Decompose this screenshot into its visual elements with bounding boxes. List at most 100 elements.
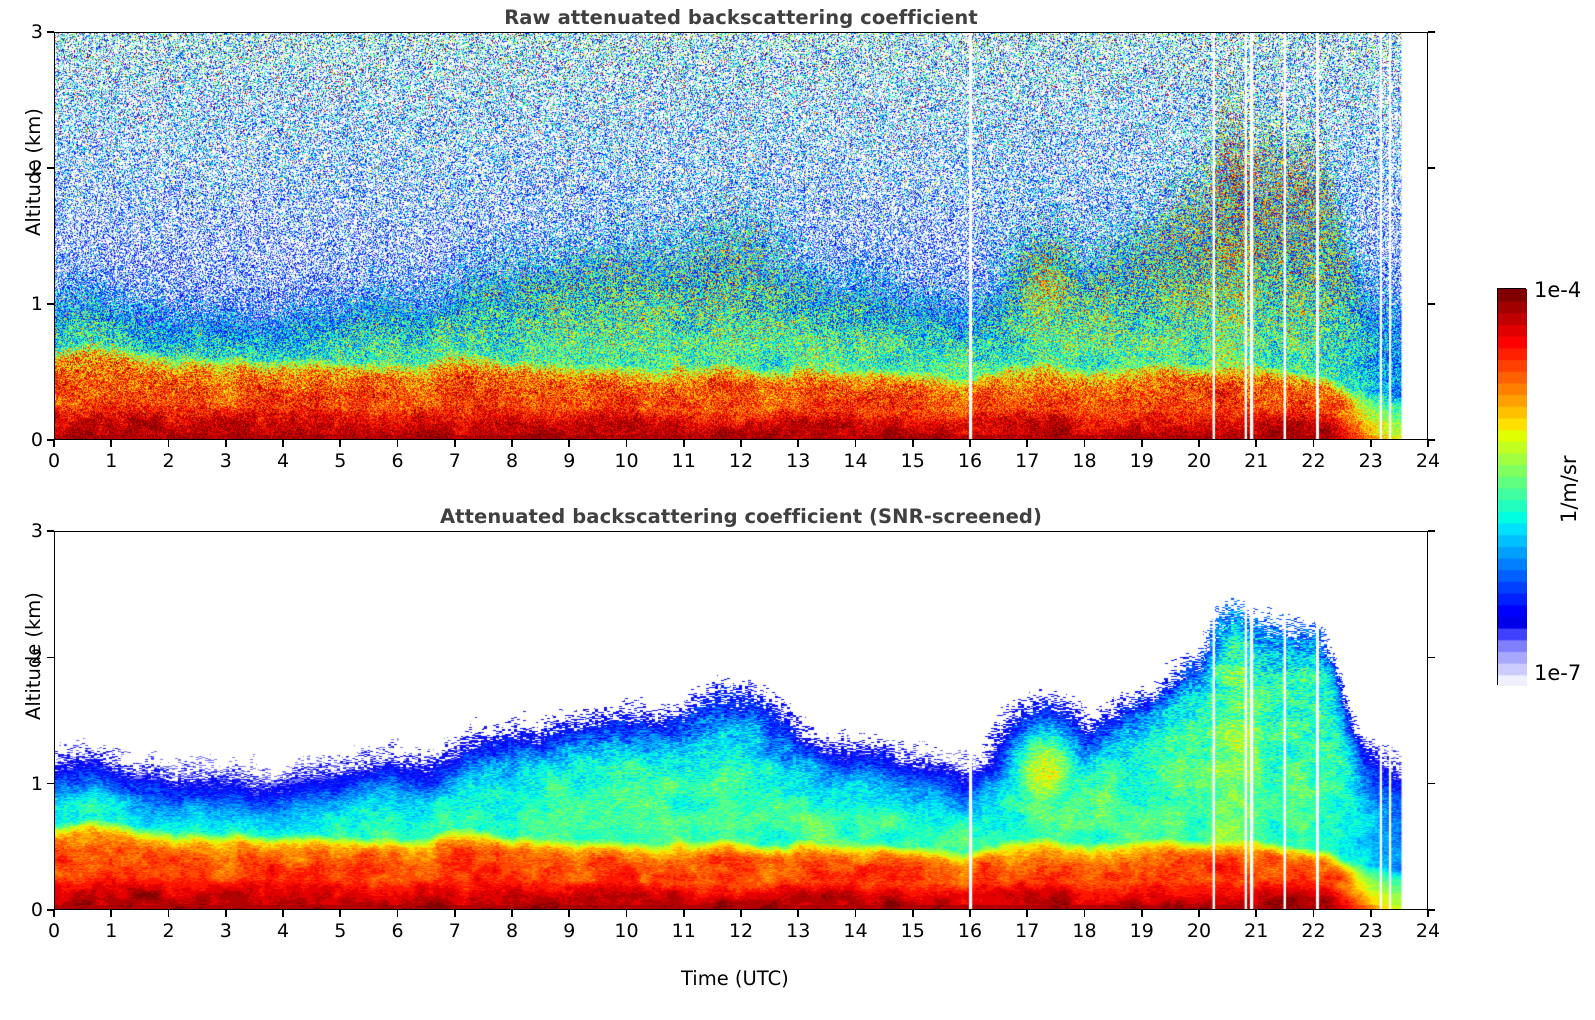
x-tick-screened — [1369, 910, 1372, 917]
y-axis-label-screened: Altitude (km) — [22, 592, 45, 720]
x-tick-label-raw: 5 — [334, 450, 347, 472]
x-tick-screened — [854, 910, 857, 917]
x-tick-screened — [1255, 910, 1258, 917]
x-tick-label-screened: 18 — [1072, 920, 1097, 942]
x-tick-raw — [511, 440, 513, 447]
x-tick-label-raw: 14 — [843, 450, 868, 472]
x-tick-label-raw: 24 — [1415, 450, 1441, 472]
x-tick-label-raw: 23 — [1358, 450, 1383, 472]
y-tick-label-raw: 1 — [30, 293, 43, 315]
x-tick-label-raw: 11 — [671, 450, 696, 472]
x-tick-label-raw: 9 — [563, 450, 576, 472]
x-tick-label-raw: 19 — [1129, 450, 1154, 472]
x-tick-raw — [110, 440, 113, 447]
x-tick-screened — [682, 910, 685, 917]
x-tick-screened — [740, 910, 742, 917]
x-tick-label-raw: 16 — [957, 450, 983, 472]
panel-title-raw: Raw attenuated backscattering coefficien… — [504, 6, 978, 29]
colorbar-gradient — [1498, 289, 1527, 686]
x-tick-raw — [1369, 440, 1372, 447]
x-tick-label-raw: 3 — [219, 450, 232, 472]
x-tick-label-raw: 12 — [728, 450, 754, 472]
y-tick-label-screened: 0 — [30, 899, 43, 921]
x-tick-screened — [396, 910, 399, 917]
x-tick-label-screened: 1 — [105, 920, 118, 942]
heatmap-raw — [55, 33, 1427, 439]
x-tick-raw — [969, 440, 971, 447]
x-tick-label-screened: 20 — [1186, 920, 1212, 942]
plot-axes-raw[interactable] — [54, 32, 1428, 440]
y-tick-raw — [47, 167, 54, 169]
x-tick-screened — [911, 910, 914, 917]
x-tick-raw — [53, 440, 55, 447]
y-tick-raw — [47, 31, 54, 33]
x-tick-raw — [568, 440, 571, 447]
x-tick-label-screened: 0 — [47, 920, 61, 942]
x-tick-label-screened: 9 — [563, 920, 576, 942]
x-tick-label-raw: 0 — [47, 450, 61, 472]
x-tick-screened — [797, 910, 800, 917]
x-tick-raw — [167, 440, 170, 447]
x-tick-label-raw: 22 — [1301, 450, 1326, 472]
x-tick-screened — [53, 910, 55, 917]
x-tick-raw — [282, 440, 284, 447]
x-tick-screened — [1140, 910, 1143, 917]
x-tick-screened — [453, 910, 456, 917]
x-tick-screened — [110, 910, 113, 917]
heatmap-screened — [55, 532, 1427, 909]
x-tick-raw — [854, 440, 857, 447]
x-tick-label-screened: 10 — [614, 920, 639, 942]
y-tick-right-raw — [1428, 439, 1435, 441]
colorbar[interactable] — [1497, 288, 1527, 686]
x-tick-screened — [1083, 910, 1086, 917]
x-tick-screened — [282, 910, 284, 917]
x-tick-label-raw: 8 — [505, 450, 519, 472]
x-tick-raw — [682, 440, 685, 447]
x-tick-label-raw: 18 — [1072, 450, 1097, 472]
x-tick-raw — [453, 440, 456, 447]
x-tick-label-raw: 2 — [162, 450, 175, 472]
y-tick-screened — [47, 656, 54, 659]
x-tick-label-screened: 6 — [391, 920, 404, 942]
x-tick-raw — [1026, 440, 1029, 447]
y-tick-screened — [47, 782, 54, 785]
x-tick-label-raw: 4 — [276, 450, 290, 472]
x-tick-raw — [797, 440, 800, 447]
x-tick-label-screened: 23 — [1358, 920, 1383, 942]
y-tick-right-screened — [1428, 656, 1435, 659]
x-tick-screened — [625, 910, 628, 917]
x-tick-screened — [339, 910, 342, 917]
x-tick-label-screened: 16 — [957, 920, 983, 942]
x-tick-label-screened: 17 — [1015, 920, 1040, 942]
x-tick-raw — [224, 440, 227, 447]
y-tick-screened — [47, 909, 54, 911]
y-axis-label-raw: Altitude (km) — [22, 108, 45, 236]
x-tick-label-screened: 7 — [448, 920, 461, 942]
x-tick-screened — [167, 910, 170, 917]
x-tick-screened — [969, 910, 971, 917]
x-tick-label-screened: 3 — [219, 920, 232, 942]
x-tick-label-screened: 4 — [276, 920, 290, 942]
y-tick-raw — [47, 439, 54, 441]
y-tick-right-screened — [1428, 782, 1435, 785]
x-tick-label-raw: 7 — [448, 450, 461, 472]
y-tick-screened — [47, 530, 54, 532]
x-tick-label-raw: 13 — [786, 450, 811, 472]
x-tick-label-raw: 6 — [391, 450, 404, 472]
y-tick-label-screened: 2 — [30, 646, 43, 669]
plot-axes-screened[interactable] — [54, 531, 1428, 910]
x-tick-raw — [1140, 440, 1143, 447]
x-tick-raw — [740, 440, 742, 447]
y-tick-right-raw — [1428, 31, 1435, 33]
x-tick-screened — [568, 910, 571, 917]
x-tick-screened — [1198, 910, 1200, 917]
x-tick-label-screened: 19 — [1129, 920, 1154, 942]
y-tick-right-raw — [1428, 303, 1435, 305]
x-tick-label-screened: 2 — [162, 920, 175, 942]
x-tick-raw — [1312, 440, 1315, 447]
x-tick-raw — [1255, 440, 1258, 447]
x-tick-label-screened: 5 — [334, 920, 347, 942]
x-tick-raw — [1427, 440, 1429, 447]
x-tick-screened — [511, 910, 513, 917]
